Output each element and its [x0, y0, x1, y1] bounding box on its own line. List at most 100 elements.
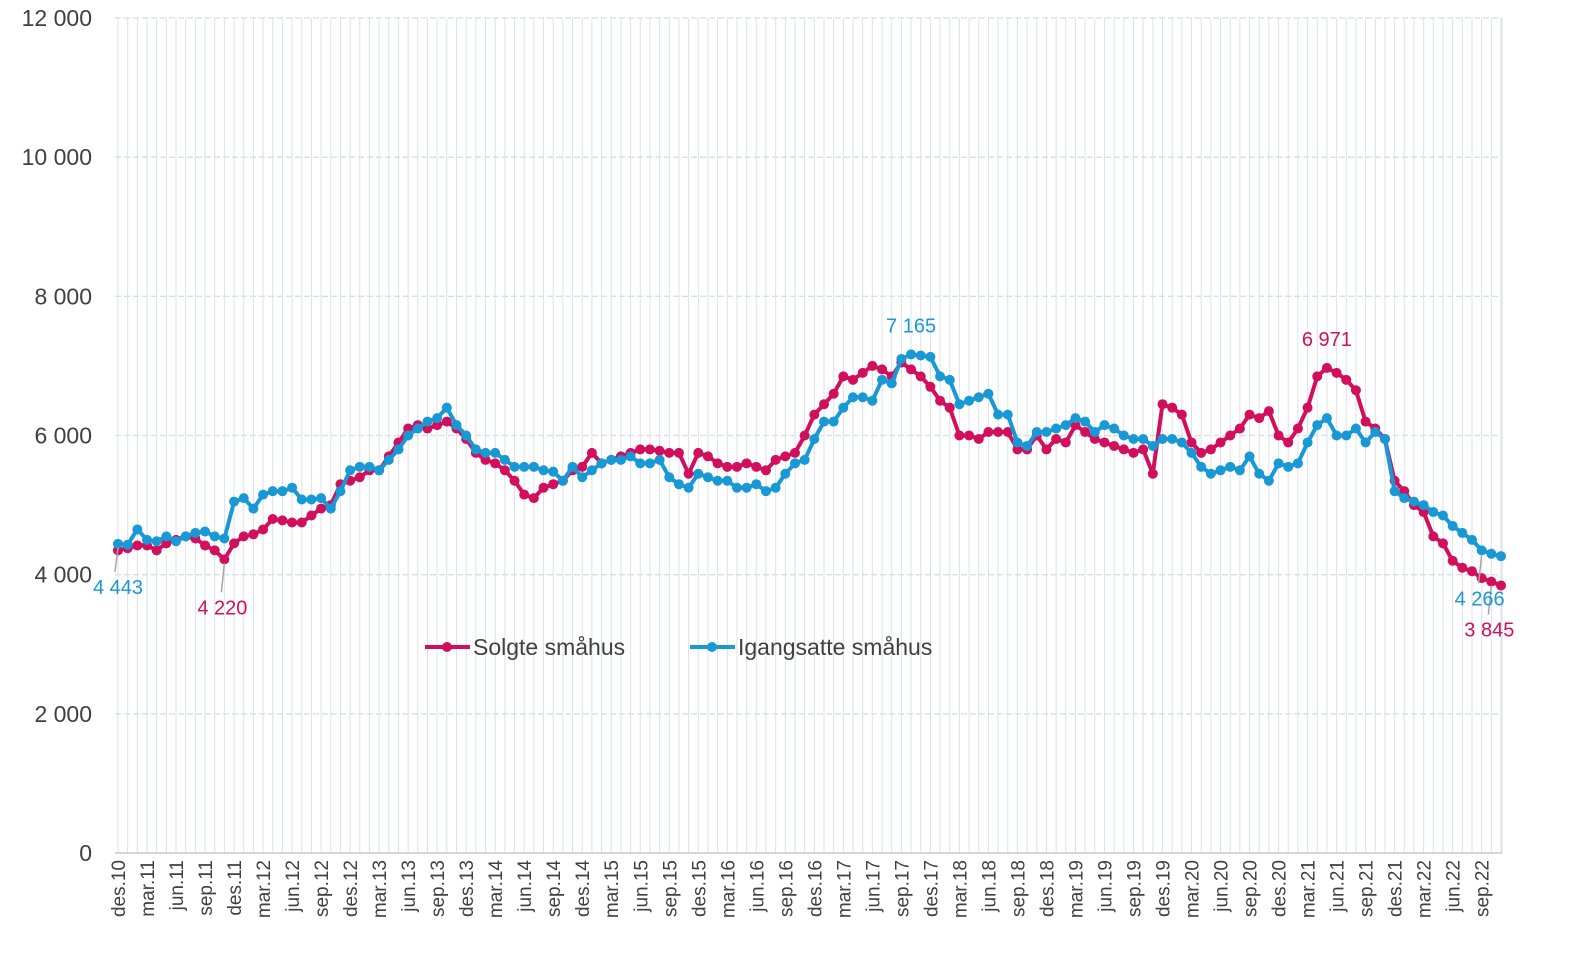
point — [548, 479, 559, 490]
point — [1186, 447, 1197, 458]
point — [1486, 548, 1497, 559]
point — [954, 399, 965, 410]
x-tick-label: sep.21 — [1357, 860, 1378, 917]
x-tick-label: des.19 — [1154, 860, 1175, 917]
point — [1273, 430, 1284, 441]
x-tick-label: des.14 — [573, 860, 594, 917]
point — [1196, 461, 1207, 472]
point — [383, 454, 394, 465]
point — [122, 539, 133, 550]
point — [741, 458, 752, 469]
point — [1350, 423, 1361, 434]
point — [567, 461, 578, 472]
point — [277, 486, 288, 497]
point — [848, 374, 859, 385]
point — [1186, 437, 1197, 448]
point — [1466, 566, 1477, 577]
point — [789, 458, 800, 469]
point — [1225, 461, 1236, 472]
point — [1408, 496, 1419, 507]
point — [519, 461, 530, 472]
point — [1389, 486, 1400, 497]
point — [374, 465, 385, 476]
point — [1118, 430, 1129, 441]
point — [1292, 458, 1303, 469]
x-tick-label: des.21 — [1386, 860, 1407, 917]
point — [277, 515, 288, 526]
y-tick-label: 2 000 — [34, 701, 92, 727]
point — [1302, 437, 1313, 448]
point — [1041, 427, 1052, 438]
legend-marker — [707, 642, 717, 652]
x-tick-label: mar.20 — [1183, 860, 1204, 918]
point — [1012, 437, 1023, 448]
point — [693, 468, 704, 479]
point — [209, 531, 220, 542]
x-tick-label: jun.12 — [283, 860, 304, 913]
point — [1447, 520, 1458, 531]
point — [248, 529, 259, 540]
x-tick-label: jun.14 — [515, 860, 536, 913]
point — [577, 461, 588, 472]
point — [586, 465, 597, 476]
point — [964, 430, 975, 441]
point — [335, 486, 346, 497]
point — [1321, 413, 1332, 424]
point — [258, 489, 269, 500]
point — [538, 482, 549, 493]
point — [1244, 409, 1255, 420]
y-tick-label: 6 000 — [34, 423, 92, 449]
point — [1099, 437, 1110, 448]
data-label: 4 220 — [197, 597, 247, 619]
point — [867, 360, 878, 371]
x-tick-label: des.20 — [1270, 860, 1291, 917]
point — [712, 458, 723, 469]
point — [1196, 447, 1207, 458]
point — [1176, 409, 1187, 420]
point — [1089, 427, 1100, 438]
point — [470, 444, 481, 455]
point — [1312, 371, 1323, 382]
point — [770, 454, 781, 465]
x-tick-label: jun.13 — [399, 860, 420, 913]
point — [461, 430, 472, 441]
point — [635, 458, 646, 469]
point — [886, 378, 897, 389]
point — [1418, 507, 1429, 518]
point — [1215, 437, 1226, 448]
point — [441, 402, 452, 413]
point — [1205, 468, 1216, 479]
point — [316, 493, 327, 504]
point — [325, 503, 336, 514]
point — [432, 413, 443, 424]
point — [267, 486, 278, 497]
legend-label: Igangsatte småhus — [738, 634, 932, 660]
point — [151, 545, 162, 556]
point — [1167, 402, 1178, 413]
legend-label: Solgte småhus — [473, 634, 625, 660]
x-tick-label: sep.14 — [544, 860, 565, 917]
point — [229, 496, 240, 507]
point — [683, 482, 694, 493]
point — [345, 465, 356, 476]
point — [828, 388, 839, 399]
data-label: 7 165 — [886, 315, 936, 337]
point — [877, 364, 888, 375]
x-tick-label: des.17 — [921, 860, 942, 917]
point — [151, 536, 162, 547]
x-tick-label: sep.16 — [776, 860, 797, 917]
point — [1312, 420, 1323, 431]
point — [1234, 465, 1245, 476]
x-tick-label: mar.12 — [254, 860, 275, 918]
point — [973, 433, 984, 444]
point — [296, 517, 307, 528]
point — [219, 533, 230, 544]
point — [1070, 420, 1081, 431]
x-tick-label: des.16 — [805, 860, 826, 917]
data-label: 4 266 — [1455, 588, 1505, 610]
point — [1466, 534, 1477, 545]
point — [1283, 437, 1294, 448]
point — [238, 493, 249, 504]
point — [1157, 433, 1168, 444]
